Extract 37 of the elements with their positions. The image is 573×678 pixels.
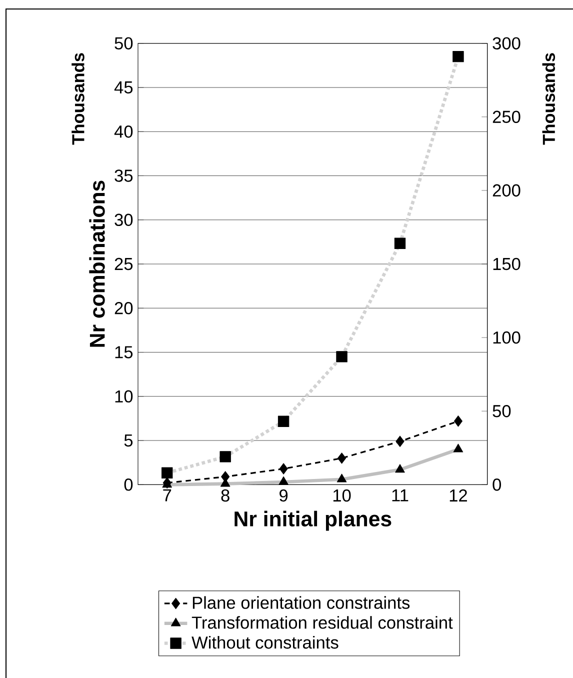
x-tick-label: 7 [163, 489, 172, 502]
y2-tick-label: 300 [492, 37, 520, 50]
x-tick-label: 8 [221, 489, 230, 502]
x-tick-label: 12 [450, 489, 467, 502]
y-tick-label: 5 [124, 434, 133, 447]
y-tick-label: 30 [114, 214, 133, 226]
y-tick-label: 50 [114, 37, 133, 50]
y2-tick-label: 100 [493, 331, 520, 344]
point [278, 416, 290, 428]
y2-tick-label: 150 [493, 258, 520, 270]
y-tick-label: 25 [114, 258, 133, 270]
legend-label: Transformation residual constraint [192, 616, 453, 629]
y2-tick-label: 50 [492, 404, 511, 418]
y-tick-label: 40 [114, 125, 133, 138]
point [452, 50, 464, 62]
point [220, 451, 231, 462]
y-tick-label: 15 [115, 346, 133, 358]
x-axis-title: Nr initial planes [234, 510, 392, 531]
y-tick-label: 35 [114, 170, 133, 182]
legend-label: Without constraints [192, 636, 338, 649]
y2-tick-label: 250 [492, 110, 520, 124]
y-axis-title: Nr combinations [89, 180, 105, 347]
y-tick-label: 0 [124, 478, 133, 491]
point [162, 467, 173, 478]
x-tick-label: 11 [392, 489, 408, 502]
point [336, 351, 348, 362]
x-tick-label: 9 [280, 489, 288, 502]
point [394, 238, 406, 250]
y2-tick-label: 0 [492, 478, 502, 491]
text: Thousands [72, 53, 84, 145]
text: Thousands [542, 53, 556, 145]
x-tick-label: 10 [333, 489, 351, 502]
y2-tick-label: 200 [492, 184, 520, 197]
y-tick-label: 10 [115, 390, 133, 403]
y-tick-label: 20 [114, 302, 133, 314]
legend-label: Plane orientation constraints [192, 596, 410, 609]
y-tick-label: 45 [114, 81, 133, 94]
